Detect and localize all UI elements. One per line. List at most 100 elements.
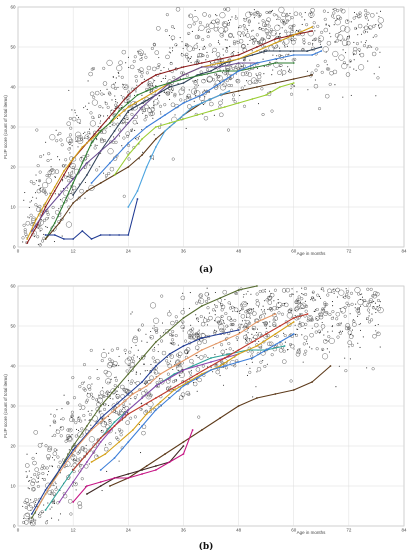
observation-point xyxy=(144,409,148,413)
observation-point xyxy=(183,308,185,310)
observation-point xyxy=(359,53,361,55)
observation-point xyxy=(282,349,286,353)
observation-point xyxy=(300,31,305,37)
observation-point xyxy=(330,36,332,38)
observation-point xyxy=(275,306,279,310)
observation-point xyxy=(170,338,175,342)
observation-point xyxy=(321,321,323,324)
observation-point xyxy=(347,326,351,330)
observation-point xyxy=(118,460,120,462)
observation-point xyxy=(102,387,104,389)
observation-point xyxy=(364,16,368,20)
observation-point xyxy=(146,341,148,343)
observation-point xyxy=(197,320,199,323)
observation-point xyxy=(173,27,175,29)
observation-point xyxy=(184,42,189,46)
observation-point xyxy=(49,465,51,467)
observation-point xyxy=(133,94,136,96)
observation-point xyxy=(47,173,51,178)
observation-point xyxy=(69,429,71,431)
observation-point xyxy=(180,71,184,75)
observation-point xyxy=(87,410,89,412)
observation-point xyxy=(277,302,279,304)
observation-point xyxy=(88,71,93,77)
observation-point xyxy=(220,58,224,62)
observation-point xyxy=(62,179,64,181)
observation-point xyxy=(137,50,139,52)
observation-point xyxy=(202,12,207,17)
observation-point xyxy=(128,350,132,354)
series-line-8 xyxy=(127,90,230,208)
series-point-9 xyxy=(210,110,212,112)
observation-point xyxy=(51,457,54,459)
observation-point xyxy=(38,170,42,174)
observation-point xyxy=(206,51,208,54)
observation-point xyxy=(274,24,281,31)
observation-point xyxy=(95,420,99,424)
observation-point xyxy=(270,30,277,37)
observation-point xyxy=(357,292,361,296)
observation-point xyxy=(232,42,236,46)
series-point-4 xyxy=(141,106,143,108)
observation-point xyxy=(198,52,204,58)
observation-point xyxy=(359,323,362,325)
observation-point xyxy=(269,61,271,63)
observation-point xyxy=(246,80,248,82)
observation-point xyxy=(362,30,366,34)
observation-point xyxy=(266,363,268,365)
series-point-3 xyxy=(76,445,79,447)
observation-point xyxy=(232,310,234,312)
series-point-6 xyxy=(292,317,295,319)
observation-point xyxy=(246,340,248,342)
observation-point xyxy=(77,429,80,432)
observation-point xyxy=(33,473,37,477)
series-point-7 xyxy=(173,389,176,391)
observation-point xyxy=(264,20,270,25)
observation-point xyxy=(254,13,256,15)
observation-point xyxy=(141,340,143,342)
observation-point xyxy=(328,337,335,344)
observation-point xyxy=(296,299,301,305)
observation-point xyxy=(88,128,91,130)
observation-point xyxy=(199,355,204,360)
observation-point xyxy=(253,308,255,310)
observation-point xyxy=(54,481,56,483)
observation-point xyxy=(107,381,109,383)
series-point-7 xyxy=(53,234,56,236)
observation-point xyxy=(77,135,84,142)
observation-point xyxy=(359,52,365,58)
series-point-9 xyxy=(196,114,199,116)
observation-point xyxy=(339,307,341,310)
observation-point xyxy=(243,294,245,296)
observation-point xyxy=(174,114,176,116)
observation-point xyxy=(303,352,307,356)
observation-point xyxy=(317,329,321,333)
series-point-6 xyxy=(154,138,157,140)
observation-point xyxy=(80,405,86,410)
observation-point xyxy=(221,34,223,36)
observation-point xyxy=(253,328,255,330)
observation-point xyxy=(366,367,368,369)
series-point-2 xyxy=(274,38,277,40)
observation-point xyxy=(25,512,30,517)
observation-point xyxy=(144,370,146,372)
observation-point xyxy=(282,22,286,26)
series-point-9 xyxy=(164,453,166,455)
series-point-1 xyxy=(265,50,268,52)
observation-point xyxy=(259,360,263,364)
observation-point xyxy=(252,328,254,330)
series-point-8 xyxy=(210,369,212,371)
observation-point xyxy=(370,318,374,322)
observation-point xyxy=(71,109,73,111)
observation-point xyxy=(366,302,371,308)
series-point-1 xyxy=(99,405,102,407)
observation-point xyxy=(46,212,50,216)
observation-point xyxy=(123,388,128,393)
observation-point xyxy=(35,128,39,132)
observation-point xyxy=(270,109,274,113)
observation-point xyxy=(53,448,57,452)
series-point-6 xyxy=(86,453,88,455)
observation-point xyxy=(129,64,135,70)
observation-point xyxy=(332,288,334,290)
